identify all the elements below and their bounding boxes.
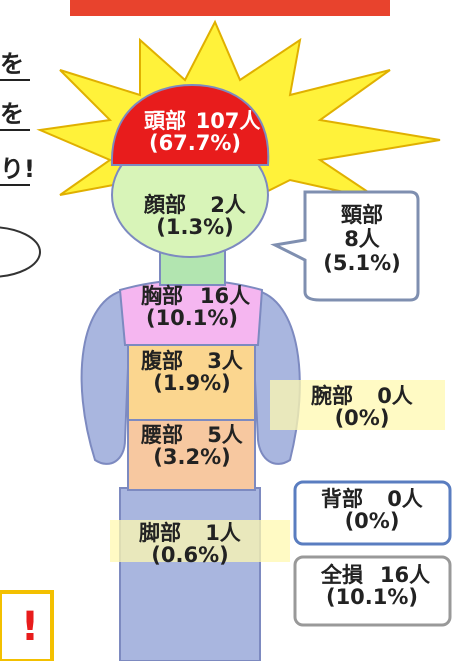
part-label: (10.1%) <box>146 306 238 330</box>
legs <box>120 488 260 661</box>
part-label: 頸部 <box>341 203 383 227</box>
part-label: 脚部 <box>139 521 181 545</box>
part-label: 5人 <box>207 423 243 447</box>
part-label: (5.1%) <box>323 251 400 275</box>
part-label: 胸部 <box>141 284 183 308</box>
part-label: 背部 <box>321 487 363 511</box>
part-label: 全損 <box>320 563 364 587</box>
part-label: 8人 <box>344 227 380 251</box>
side-text: を <box>0 100 24 128</box>
part-label: (3.2%) <box>153 445 230 469</box>
part-label: 1人 <box>205 521 241 545</box>
part-label: 16人 <box>200 284 250 308</box>
part-label: 2人 <box>210 193 246 217</box>
side-text: を <box>0 50 24 78</box>
part-label: 腕部 <box>311 384 353 408</box>
part-label: 頭部 <box>144 109 186 133</box>
cropped-banner <box>70 0 390 16</box>
part-label: (10.1%) <box>326 585 418 609</box>
speech-bubble <box>0 227 40 277</box>
part-label: (0%) <box>345 509 400 533</box>
part-label: 0人 <box>387 487 423 511</box>
part-label: 16人 <box>380 563 430 587</box>
part-label: (1.3%) <box>156 215 233 239</box>
part-label: (0%) <box>335 406 390 430</box>
part-label: 腹部 <box>141 349 183 373</box>
part-label: (1.9%) <box>153 371 230 395</box>
part-label: (67.7%) <box>149 131 241 155</box>
corner-text: ! <box>21 604 39 650</box>
part-label: 3人 <box>207 349 243 373</box>
part-label: 107人 <box>196 109 261 133</box>
infographic: を を り! ! 頭部 107人(67.7%) 顔部 2人(1.3%) 頸部8人(5.1… <box>0 0 455 661</box>
part-label: 0人 <box>377 384 413 408</box>
side-text: り! <box>0 155 35 183</box>
part-label: 顔部 <box>143 193 186 217</box>
part-label: 腰部 <box>140 423 183 447</box>
part-label: (0.6%) <box>151 543 228 567</box>
